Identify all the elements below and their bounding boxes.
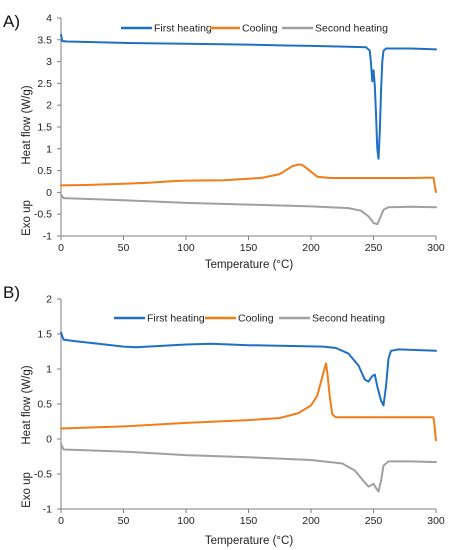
x-tick-label: 0 (58, 515, 64, 527)
legend-label-second-heating: Second heating (312, 313, 385, 325)
y-tick-label: 1.5 (37, 329, 52, 341)
y-tick-label: -0.5 (34, 209, 52, 221)
plot-area (60, 33, 437, 226)
y-tick-label: 0 (46, 187, 52, 199)
series-line-cooling (60, 163, 437, 193)
panel-label: A) (3, 12, 20, 31)
panel-label: B) (3, 283, 20, 302)
x-tick-label: 300 (427, 515, 445, 527)
y-axis-side-label: Exo up (21, 200, 33, 236)
x-tick-label: 150 (240, 515, 258, 527)
series-line-first-heating (60, 331, 437, 407)
y-tick-label: 0.5 (37, 399, 52, 411)
y-tick-label: -1 (43, 231, 52, 243)
y-tick-label: -1 (43, 504, 52, 516)
x-axis-title: Temperature (°C) (205, 535, 293, 547)
y-tick-label: 1 (46, 364, 52, 376)
y-tick-label: 2 (46, 294, 52, 306)
x-tick-label: 250 (365, 242, 383, 254)
x-tick-label: 100 (177, 242, 195, 254)
legend-label-cooling: Cooling (242, 23, 278, 35)
legend: First heating Cooling Second heating (121, 23, 388, 35)
x-tick-label: 300 (427, 242, 445, 254)
y-tick-label: 1 (46, 143, 52, 155)
y-tick-label: 0.5 (37, 165, 52, 177)
x-tick-label: 100 (177, 515, 195, 527)
axes: 0 50 100 150 200 250 300 -1 -0.5 0 0.5 1 1.5 2 (34, 294, 445, 528)
series-line-first-heating (60, 33, 437, 160)
chart-panel-b: B) First heating Cooling Second heating … (3, 283, 445, 547)
x-tick-label: 200 (302, 242, 320, 254)
y-axis-side-label: Exo up (21, 472, 33, 508)
axes: 0 50 100 150 200 250 300 -1 -0.5 0 0.5 1 1.5 2 2.5 3 3.5… (34, 13, 445, 255)
y-axis-title: Heat flow (W/g) (21, 365, 33, 444)
x-tick-label: 50 (118, 515, 130, 527)
y-tick-label: 0 (46, 434, 52, 446)
x-tick-label: 250 (365, 515, 383, 527)
x-tick-label: 50 (118, 242, 130, 254)
y-tick-label: 2.5 (37, 78, 52, 90)
x-axis-title: Temperature (°C) (205, 259, 293, 271)
y-tick-label: 4 (46, 13, 52, 25)
legend-label-cooling: Cooling (238, 313, 274, 325)
legend-label-second-heating: Second heating (315, 23, 388, 35)
series-line-cooling (60, 362, 437, 442)
y-tick-label: 3 (46, 56, 52, 68)
y-axis-title: Heat flow (W/g) (21, 85, 33, 164)
x-tick-label: 150 (240, 242, 258, 254)
legend-label-first-heating: First heating (154, 23, 212, 35)
y-tick-label: -0.5 (34, 469, 52, 481)
x-tick-label: 200 (302, 515, 320, 527)
series-line-second-heating (60, 442, 437, 493)
y-tick-label: 2 (46, 100, 52, 112)
chart-panel-a: A) First heating Cooling Second heating … (3, 12, 445, 271)
legend: First heating Cooling Second heating (114, 313, 385, 325)
series-line-second-heating (60, 193, 437, 226)
x-tick-label: 0 (58, 242, 64, 254)
y-tick-label: 3.5 (37, 34, 52, 46)
y-tick-label: 1.5 (37, 122, 52, 134)
legend-label-first-heating: First heating (147, 313, 205, 325)
plot-area (60, 331, 437, 493)
